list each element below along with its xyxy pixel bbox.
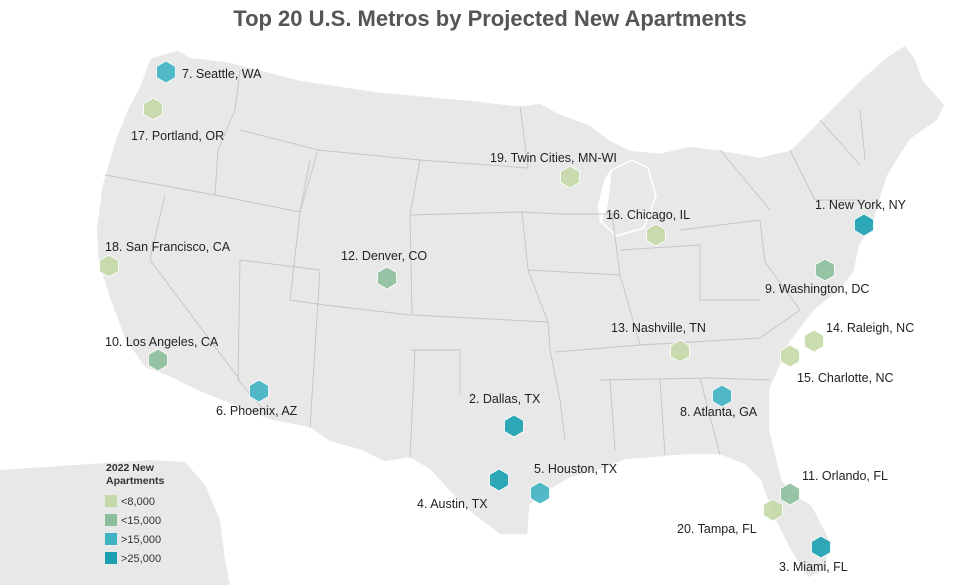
metro-hex-denver-co [377,266,397,290]
us-landmass [95,43,946,579]
metro-hex-san-francisco-ca [99,254,119,278]
metro-label-seattle-wa: 7. Seattle, WA [182,67,262,81]
metro-hex-dallas-tx [504,414,524,438]
metro-hex-austin-tx [489,468,509,492]
metro-hex-nashville-tn [670,339,690,363]
metro-hex-los-angeles-ca [148,348,168,372]
metro-label-new-york-ny: 1. New York, NY [815,198,907,212]
metro-hex-seattle-wa [156,60,176,84]
legend-label-2: <15,000 [121,515,161,527]
metro-hex-portland-or [143,97,163,121]
metro-hex-washington-dc [815,258,835,282]
metro-label-charlotte-nc: 15. Charlotte, NC [797,371,894,385]
metro-hex-tampa-fl [763,498,783,522]
legend-swatch-2 [105,514,117,526]
metro-label-raleigh-nc: 14. Raleigh, NC [826,321,914,335]
metro-label-atlanta-ga: 8. Atlanta, GA [680,405,758,419]
metro-label-nashville-tn: 13. Nashville, TN [611,321,706,335]
metro-label-chicago-il: 16. Chicago, IL [606,208,690,222]
map-title: Top 20 U.S. Metros by Projected New Apar… [233,6,747,31]
lake-michigan [598,168,612,225]
metro-label-tampa-fl: 20. Tampa, FL [677,522,757,536]
metro-label-dallas-tx: 2. Dallas, TX [469,392,541,406]
metro-hex-orlando-fl [780,482,800,506]
metro-label-orlando-fl: 11. Orlando, FL [802,469,888,483]
legend-title-line1: 2022 New [106,462,155,474]
metro-label-denver-co: 12. Denver, CO [341,249,427,263]
metro-hex-miami-fl [811,535,831,559]
metro-label-austin-tx: 4. Austin, TX [417,497,488,511]
metro-labels: 1. New York, NY 2. Dallas, TX 3. Miami, FL… [105,67,914,574]
metro-markers [99,60,874,559]
metro-label-san-francisco-ca: 18. San Francisco, CA [105,240,231,254]
legend-title-line2: Apartments [106,475,165,487]
legend-items: <8,000 <15,000 >15,000 >25,000 [105,495,161,565]
metro-hex-twin-cities-mn-wi [560,165,580,189]
michigan-land [599,159,657,237]
metro-hex-houston-tx [530,481,550,505]
legend-label-3: >15,000 [121,534,161,546]
legend-swatch-1 [105,495,117,507]
metro-label-phoenix-az: 6. Phoenix, AZ [216,404,298,418]
legend-label-4: >25,000 [121,553,161,565]
metro-label-portland-or: 17. Portland, OR [131,129,224,143]
metro-hex-atlanta-ga [712,384,732,408]
metro-hex-charlotte-nc [780,344,800,368]
metro-hex-phoenix-az [249,379,269,403]
metro-hex-raleigh-nc [804,329,824,353]
legend-swatch-4 [105,552,117,564]
legend-swatch-3 [105,533,117,545]
metro-label-houston-tx: 5. Houston, TX [534,462,618,476]
legend: 2022 New Apartments <8,000 <15,000 >15,000… [105,462,165,565]
metro-label-washington-dc: 9. Washington, DC [765,282,869,296]
metro-label-miami-fl: 3. Miami, FL [779,560,848,574]
metro-label-twin-cities-mn-wi: 19. Twin Cities, MN-WI [490,151,617,165]
metro-label-los-angeles-ca: 10. Los Angeles, CA [105,335,219,349]
metro-hex-chicago-il [646,223,666,247]
metro-hex-new-york-ny [854,213,874,237]
state-borders [104,69,866,459]
legend-label-1: <8,000 [121,496,155,508]
